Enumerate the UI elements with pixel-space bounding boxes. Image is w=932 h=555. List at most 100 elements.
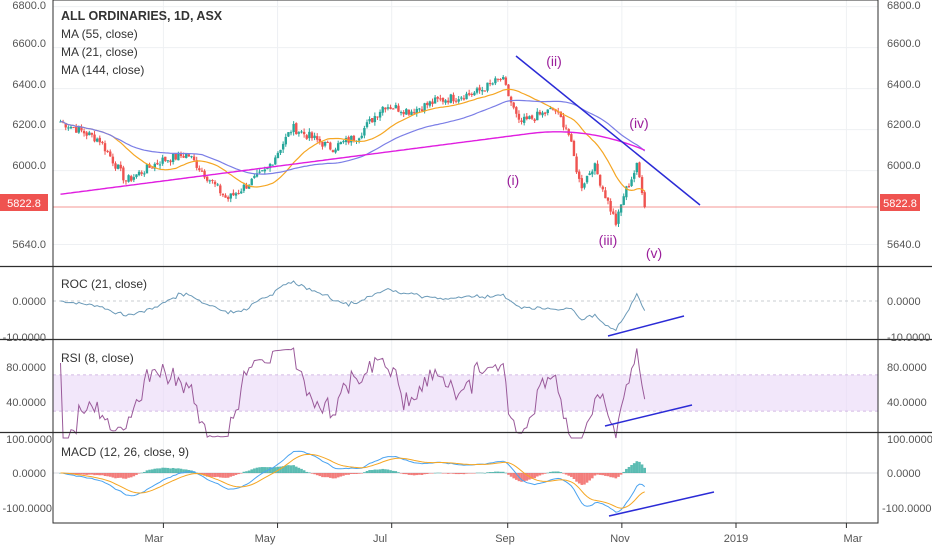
candle-body [577,171,581,179]
candle-body [365,122,369,128]
candle-body [266,167,269,170]
candle-body [200,170,204,172]
candle-body [305,135,308,139]
candle-body [470,94,473,96]
macd-histogram-bar [520,473,523,482]
macd-histogram-bar [77,473,81,475]
candle-body [119,164,122,169]
macd-histogram-bar [179,468,183,473]
macd-tick-left-neg100: -100.0000 [2,503,52,515]
macd-histogram-bar [593,473,597,476]
macd-histogram-bar [491,472,495,473]
macd-histogram-bar [221,473,225,478]
macd-histogram-bar [294,466,298,473]
macd-histogram-bar [394,471,398,473]
macd-histogram-bar [617,473,620,477]
macd-histogram-bar [150,469,154,473]
candle-body [331,150,335,152]
candle-body [211,180,214,182]
candle-body [609,200,612,212]
macd-histogram-bar [554,471,557,473]
candle-body [208,180,212,182]
macd-histogram-bar [428,473,432,474]
candle-body [467,93,471,95]
macd-histogram-bar [368,470,371,473]
macd-histogram-bar [373,469,377,473]
macd-histogram-bar [418,473,421,475]
macd-histogram-bar [156,468,159,473]
macd-histogram-bar [363,472,366,473]
macd-histogram-bar [630,464,633,473]
macd-histogram-bar [357,473,361,474]
candle-body [295,123,298,135]
candle-body [591,171,594,175]
candle-body [164,156,167,161]
candle-body [132,177,136,180]
candle-body [69,126,73,129]
candle-body [122,167,125,181]
candle-body [562,116,565,128]
macd-histogram-bar [470,473,474,474]
candle-body [64,123,67,128]
candle-body [627,185,631,187]
macd-histogram-bar [412,473,416,476]
candle-body [491,83,494,85]
macd-histogram-bar [213,473,217,478]
candle-body [528,116,531,120]
candle-body [90,132,94,135]
candle-body [481,89,484,92]
candle-body [350,135,353,143]
candle-body [585,175,589,183]
wave-label-iv: (iv) [629,115,648,131]
macd-histogram-bar [255,467,259,473]
macd-histogram-bar [611,473,615,478]
macd-histogram-bar [166,467,170,473]
x-tick-jul: Jul [373,533,387,545]
candle-body [205,176,209,181]
macd-histogram-bar [140,472,143,474]
macd-histogram-bar [339,473,343,477]
candle-body [517,113,521,120]
macd-tick-right-100: 100.0000 [887,434,932,446]
macd-histogram-bar [59,473,62,474]
y-tick-left-5640: 5640.0 [12,239,46,251]
candle-body [465,93,468,100]
candle-body [302,131,306,135]
candle-body [515,107,518,114]
candle-body [509,96,513,103]
macd-histogram-bar [404,473,408,475]
y-tick-right-6400: 6400.0 [887,79,921,91]
macd-histogram-bar [74,473,78,475]
candle-body [549,108,552,110]
candle-body [386,107,390,109]
candle-body [127,175,130,182]
macd-histogram-bar [627,466,631,473]
macd-histogram-bar [389,470,392,473]
candle-body [334,149,337,153]
macd-histogram-bar [549,471,552,473]
candle-body [522,116,526,123]
macd-histogram-bar [106,473,109,477]
macd-histogram-bar [305,471,309,473]
candle-body [462,98,466,100]
macd-histogram-bar [431,473,434,474]
candle-body [606,197,610,201]
macd-histogram-bar [161,467,164,473]
candle-body [310,132,314,139]
ma21-label: MA (21, close) [61,45,138,59]
candle-body [352,135,356,141]
candle-body [598,174,602,186]
macd-histogram-bar [85,473,88,475]
macd-histogram-bar [292,465,295,473]
candle-body [559,111,563,118]
macd-histogram-bar [250,469,254,473]
macd-histogram-bar [501,471,505,473]
candle-body [625,186,628,198]
ma55-line [60,99,646,175]
macd-histogram-bar [247,470,251,473]
macd-histogram-bar [334,473,337,479]
macd-histogram-bar [525,473,529,481]
macd-histogram-bar [397,472,400,473]
